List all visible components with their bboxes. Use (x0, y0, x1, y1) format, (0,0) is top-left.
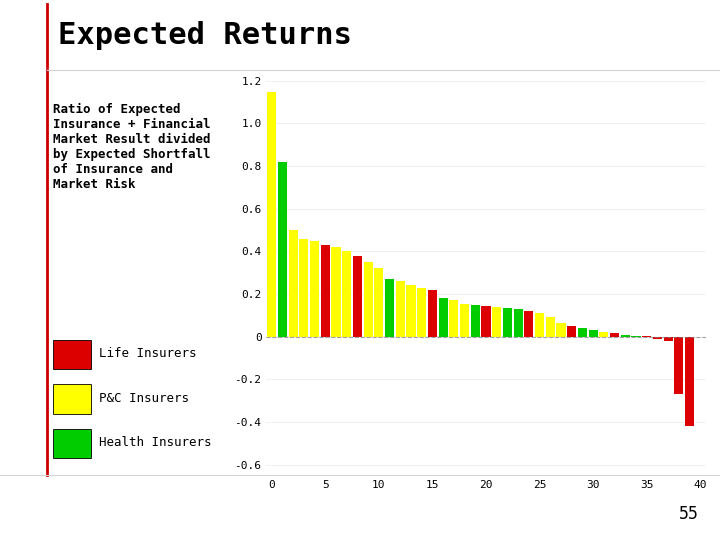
Bar (321, 245, 330, 336)
Bar (364, 262, 373, 336)
Bar (503, 308, 512, 336)
Bar (331, 247, 341, 336)
Bar (417, 288, 426, 336)
FancyBboxPatch shape (53, 340, 91, 369)
Text: Expected Returns: Expected Returns (58, 21, 351, 50)
Bar (653, 336, 662, 339)
Bar (610, 333, 619, 336)
Bar (300, 239, 308, 336)
Text: Life Insurers: Life Insurers (99, 347, 196, 360)
Text: 55: 55 (678, 505, 698, 523)
Bar (664, 336, 672, 341)
Bar (492, 307, 501, 336)
Bar (471, 305, 480, 336)
Bar (546, 318, 555, 336)
Bar (310, 241, 319, 336)
Bar (278, 162, 287, 336)
Bar (374, 268, 384, 336)
Text: Ratio of Expected
Insurance + Financial
Market Result divided
by Expected Shortf: Ratio of Expected Insurance + Financial … (53, 103, 211, 191)
Bar (621, 334, 630, 336)
Bar (407, 286, 415, 336)
Bar (567, 326, 576, 336)
Bar (449, 300, 459, 336)
Bar (460, 303, 469, 336)
Text: P&C Insurers: P&C Insurers (99, 392, 189, 405)
Bar (599, 333, 608, 336)
Bar (631, 335, 641, 336)
Bar (267, 91, 276, 336)
Bar (524, 311, 534, 336)
Bar (588, 330, 598, 336)
Text: Health Insurers: Health Insurers (99, 436, 211, 449)
Bar (685, 336, 694, 426)
Bar (428, 290, 437, 336)
Bar (438, 298, 448, 336)
Bar (578, 328, 587, 336)
Bar (342, 252, 351, 336)
Bar (513, 309, 523, 336)
Bar (396, 281, 405, 336)
Bar (385, 279, 394, 336)
FancyBboxPatch shape (53, 384, 91, 414)
Bar (482, 306, 490, 336)
FancyBboxPatch shape (53, 429, 91, 458)
Bar (353, 255, 362, 336)
Bar (557, 323, 565, 336)
Bar (535, 313, 544, 336)
Bar (289, 230, 298, 336)
Bar (674, 336, 683, 394)
